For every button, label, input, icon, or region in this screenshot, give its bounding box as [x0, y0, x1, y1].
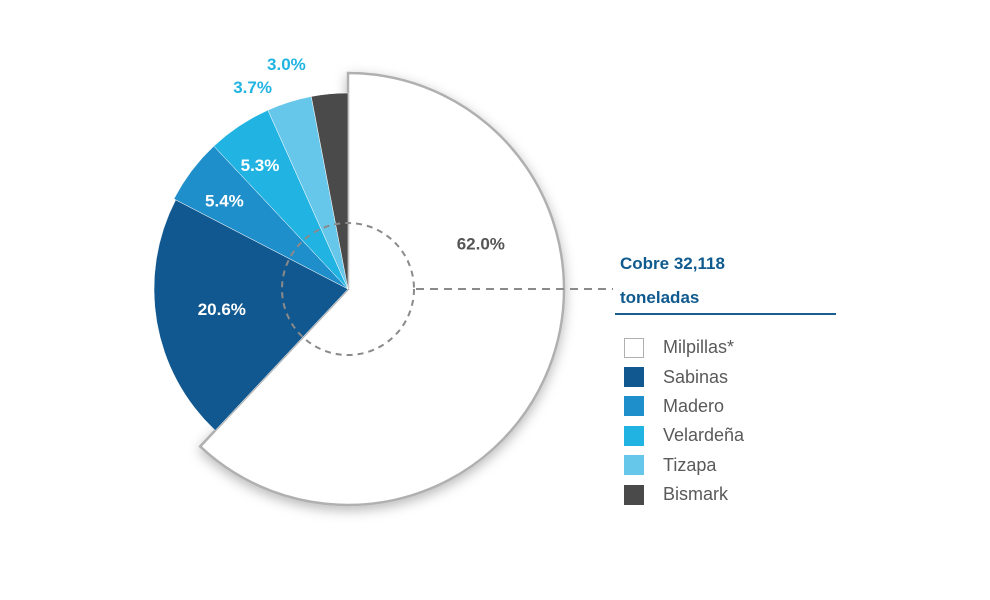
pie-slices [153, 71, 566, 507]
slice-label-tizapa: 3.7% [233, 78, 272, 97]
legend-title-line-2: toneladas [620, 288, 700, 307]
slice-label-milpillas: 62.0% [457, 234, 505, 253]
legend-label-sabinas: Sabinas [663, 366, 729, 387]
legend-swatch-velardena [624, 425, 644, 446]
legend-label-milpillas: Milpillas* [663, 337, 735, 358]
callout-circle [281, 222, 415, 356]
legend-swatch-milpillas [624, 337, 644, 358]
slice-label-bismark: 3.0% [267, 55, 306, 74]
legend-title: Cobre 32,118 toneladas [620, 247, 835, 315]
legend-item-milpillas: Milpillas* [624, 333, 744, 362]
pie-slice-bismark [310, 92, 349, 290]
legend: Milpillas* Sabinas Madero Velardeña Tiza… [624, 333, 744, 509]
legend-label-velardena: Velardeña [663, 425, 745, 446]
legend-item-bismark: Bismark [624, 480, 744, 509]
callout [281, 222, 613, 356]
slice-labels: 62.0% 20.6% 5.4% 5.3% 3.7% 3.0% [198, 55, 505, 319]
legend-label-bismark: Bismark [663, 484, 729, 505]
pie-slice-milpillas [198, 71, 566, 507]
legend-item-madero: Madero [624, 392, 744, 421]
legend-swatch-madero [624, 396, 644, 417]
pie-slice-sabinas [153, 199, 349, 431]
legend-item-sabinas: Sabinas [624, 362, 744, 391]
legend-title-line-1: Cobre 32,118 [620, 254, 725, 273]
legend-swatch-tizapa [624, 455, 644, 476]
slice-label-velardena: 5.3% [241, 156, 280, 175]
legend-swatch-sabinas [624, 367, 644, 388]
legend-label-tizapa: Tizapa [663, 454, 717, 475]
legend-label-madero: Madero [663, 395, 725, 416]
legend-swatch-bismark [624, 484, 644, 505]
slice-label-madero: 5.4% [205, 192, 244, 211]
legend-item-tizapa: Tizapa [624, 451, 744, 480]
legend-item-velardena: Velardeña [624, 421, 744, 450]
slice-label-sabinas: 20.6% [198, 300, 246, 319]
legend-divider [615, 313, 836, 315]
